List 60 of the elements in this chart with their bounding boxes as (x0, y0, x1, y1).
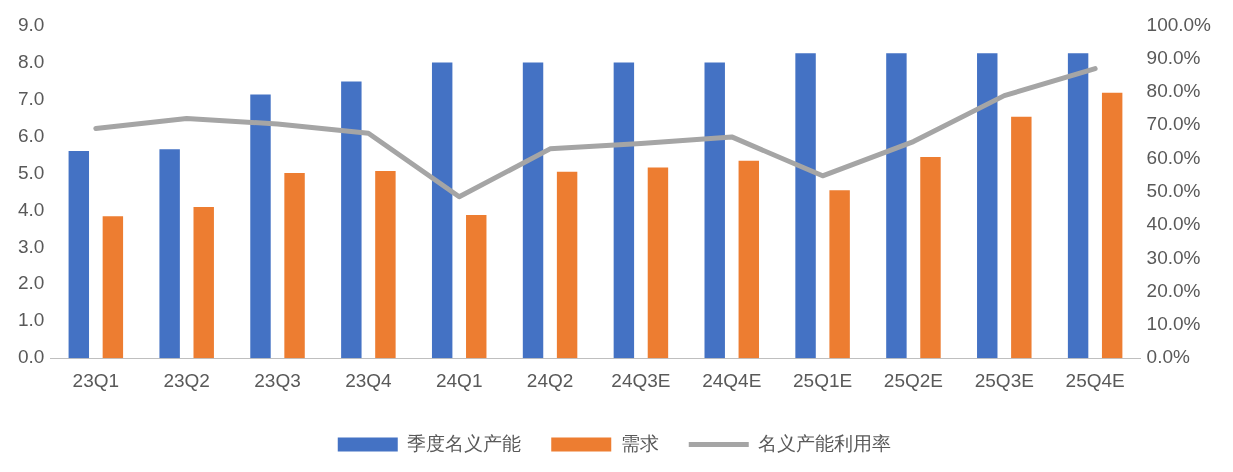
bar (920, 157, 941, 359)
y2-tick-label: 0.0% (1146, 346, 1190, 368)
bar (829, 190, 850, 359)
bar (466, 215, 487, 359)
bar (795, 53, 816, 359)
x-tick-label: 25Q1E (793, 369, 853, 391)
x-tick-label: 24Q4E (702, 369, 762, 391)
bar (284, 172, 305, 359)
bar (193, 206, 214, 359)
bar (738, 160, 760, 359)
legend-label: 需求 (620, 432, 659, 454)
x-tick-label: 23Q2 (163, 369, 210, 391)
y-tick-label: 5.0 (17, 161, 45, 183)
legend-label: 季度名义产能 (407, 432, 522, 454)
y2-tick-label: 40.0% (1146, 213, 1201, 235)
y-tick-label: 3.0 (17, 235, 45, 257)
y2-tick-label: 60.0% (1146, 146, 1201, 168)
y2-tick-label: 10.0% (1146, 313, 1201, 335)
bar (102, 216, 124, 359)
y-tick-label: 6.0 (17, 124, 45, 146)
bar (556, 171, 578, 359)
y-tick-label: 9.0 (17, 13, 45, 35)
legend-label: 名义产能利用率 (758, 432, 892, 454)
bar (704, 62, 725, 359)
bar (68, 151, 90, 359)
y-tick-label: 4.0 (17, 198, 45, 220)
y-tick-label: 8.0 (17, 50, 45, 72)
x-tick-label: 24Q2 (526, 369, 574, 391)
x-tick-label: 23Q1 (72, 369, 120, 391)
y-tick-label: 2.0 (17, 272, 45, 294)
x-tick-label: 25Q4E (1065, 369, 1125, 391)
x-tick-label: 25Q3E (974, 369, 1034, 391)
bar (886, 53, 907, 359)
y-tick-label: 7.0 (17, 87, 45, 109)
bar (250, 94, 271, 359)
y-tick-label: 1.0 (17, 309, 45, 331)
x-tick-label: 23Q3 (254, 369, 301, 391)
x-tick-label: 24Q1 (435, 369, 483, 391)
y2-tick-label: 80.0% (1146, 80, 1201, 102)
bar (1101, 92, 1123, 359)
y2-tick-label: 20.0% (1146, 279, 1201, 301)
y2-tick-label: 90.0% (1146, 46, 1201, 68)
y2-tick-label: 30.0% (1146, 246, 1201, 268)
bar (977, 53, 998, 359)
x-tick-label: 25Q2E (883, 369, 944, 391)
x-tick-label: 24Q3E (611, 369, 671, 391)
bar (375, 171, 396, 359)
bar (522, 62, 544, 359)
y2-tick-label: 70.0% (1146, 113, 1201, 135)
x-tick-label: 23Q4 (345, 369, 393, 391)
bar (341, 81, 362, 359)
bar (1067, 53, 1089, 359)
bar (159, 149, 180, 359)
bar (431, 62, 453, 359)
y-tick-label: 0.0 (17, 346, 45, 368)
y2-tick-label: 100.0% (1146, 13, 1212, 35)
y2-tick-label: 50.0% (1146, 180, 1201, 202)
bar (1011, 116, 1032, 359)
bar (613, 62, 635, 359)
bar (647, 167, 669, 359)
